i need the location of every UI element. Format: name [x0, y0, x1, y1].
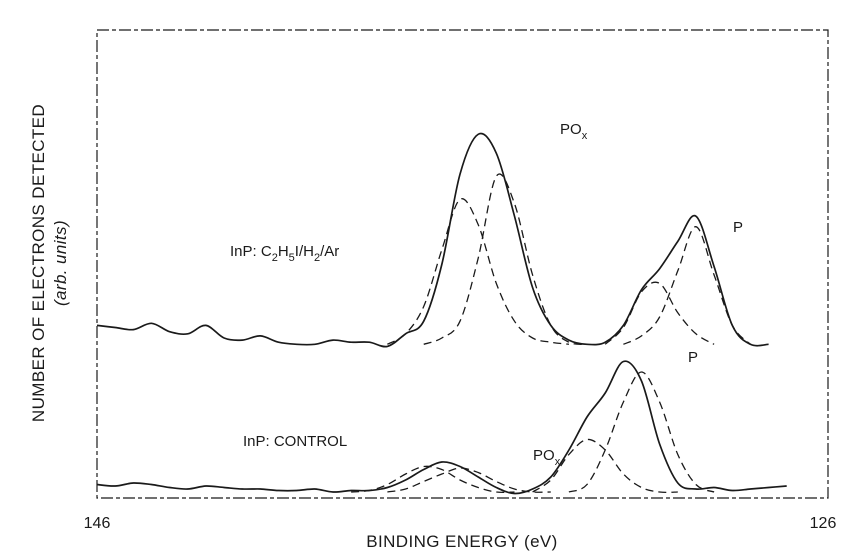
annotation-pox-upper: POx: [560, 121, 588, 142]
spectrum-inp-control: [96, 360, 787, 495]
annotation-p-lower: P: [688, 349, 698, 366]
annotation-p-upper: P: [733, 219, 743, 236]
fit-component-inp-c2h5i-4: [623, 226, 751, 345]
spectrum-line-inp-c2h5i: [96, 132, 769, 348]
annotation-pox-lower: POx: [533, 447, 561, 468]
x-tick-label-126: 126: [810, 515, 837, 532]
fit-component-inp-c2h5i-1: [387, 198, 569, 345]
fit-component-inp-control-1: [351, 465, 515, 494]
spectrum-inp-c2h5i: [96, 132, 769, 348]
fit-component-inp-control-4: [568, 371, 715, 493]
spectrum-label-inp-control: InP: CONTROL: [243, 433, 347, 450]
fit-component-inp-c2h5i-2: [423, 173, 588, 345]
spectrum-label-inp-c2h5i: InP: C2H5I/H2/Ar: [230, 243, 339, 264]
y-axis-title: NUMBER OF ELECTRONS DETECTED: [29, 104, 48, 422]
spectrum-line-inp-control: [96, 360, 787, 495]
x-tick-label-146: 146: [84, 515, 111, 532]
plot-frame: [96, 29, 829, 499]
fit-component-inp-c2h5i-3: [604, 281, 715, 345]
x-axis-title: BINDING ENERGY (eV): [366, 532, 558, 551]
fit-component-inp-control-2: [387, 467, 551, 493]
y-axis-subtitle: (arb. units): [51, 220, 70, 306]
